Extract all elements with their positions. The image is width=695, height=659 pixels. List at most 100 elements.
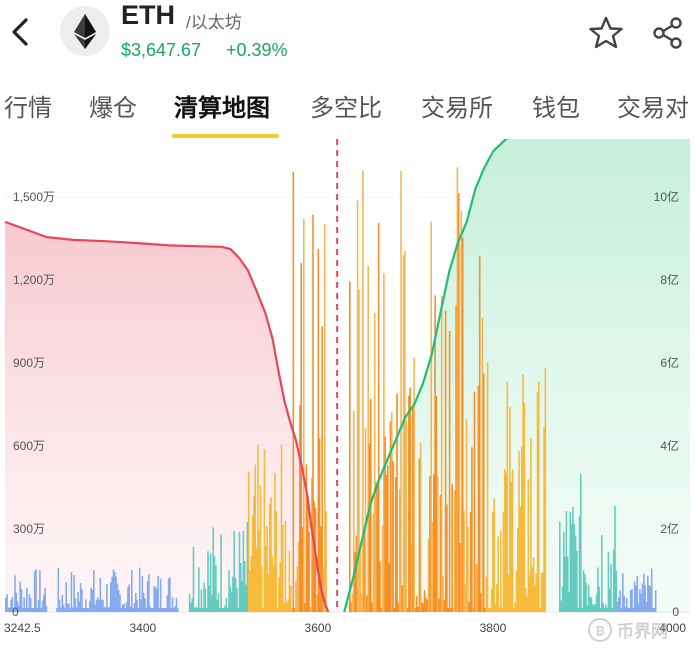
liquidation-bar (205, 608, 208, 612)
liquidation-bar (137, 608, 140, 612)
liquidation-bar (274, 472, 276, 612)
liquidation-bar (650, 568, 653, 612)
x-axis: 3242.5 3400 3600 3800 4000 (4, 621, 686, 635)
liquidation-bar (503, 468, 506, 612)
liquidation-bar (263, 449, 266, 612)
liquidation-bar (507, 574, 510, 612)
liquidation-bar (15, 592, 18, 612)
liquidation-bar (388, 563, 390, 612)
liquidation-bar (649, 586, 652, 612)
liquidation-bar (138, 567, 141, 612)
liquidation-bar (111, 576, 113, 612)
liquidation-bar (614, 506, 616, 612)
liquidation-bar (213, 556, 216, 612)
liquidation-bar (37, 599, 40, 612)
liquidation-bar (104, 607, 107, 612)
liquidation-bar (212, 527, 214, 612)
liquidation-bar (247, 471, 250, 612)
liquidation-bar (471, 447, 473, 612)
liquidation-map-chart[interactable]: 0 300万 600万 900万 1,200万 1,500万 0 2亿 4亿 6亿 8亿 10亿 3… (0, 139, 695, 659)
liquidation-bar (77, 592, 79, 612)
liquidation-bar (141, 575, 144, 612)
watermark: ₿ 币界网 (588, 618, 668, 642)
liquidation-bar (561, 586, 564, 612)
tab-wallets[interactable]: 钱包 (532, 95, 580, 122)
liquidation-bar (10, 599, 12, 612)
liquidation-bar (412, 406, 414, 612)
liquidation-bar (127, 587, 129, 612)
liquidation-bar (540, 572, 543, 612)
liquidation-bar (153, 586, 155, 612)
tab-market[interactable]: 行情 (4, 95, 52, 122)
liquidation-bar (538, 381, 540, 612)
liquidation-bar (86, 608, 88, 612)
liquidation-bar (18, 606, 20, 612)
liquidation-bar (135, 592, 137, 612)
liquidation-bar (587, 584, 590, 612)
liquidation-bar (582, 570, 585, 612)
tab-liquidations[interactable]: 爆仓 (89, 95, 137, 122)
liquidation-bar (22, 608, 24, 612)
liquidation-bar (129, 606, 132, 612)
tab-pairs[interactable]: 交易对 (617, 95, 689, 122)
tab-long-short-ratio[interactable]: 多空比 (310, 95, 382, 122)
liquidation-bar (434, 295, 436, 612)
liquidation-bar (283, 603, 285, 612)
liquidation-bar (20, 589, 23, 612)
liquidation-bar (393, 608, 396, 612)
liquidation-bar (501, 608, 503, 612)
liquidation-bar (426, 599, 428, 612)
liquidation-bar (454, 490, 456, 612)
tab-exchanges[interactable]: 交易所 (421, 95, 493, 122)
liquidation-bar (312, 214, 314, 613)
liquidation-bar (325, 511, 327, 612)
liquidation-bar (544, 368, 547, 612)
liquidation-bar (468, 601, 470, 612)
liquidation-bar (461, 237, 464, 612)
liquidation-bar (175, 597, 178, 612)
liquidation-bar (360, 593, 363, 612)
liquidation-bar (602, 603, 604, 612)
liquidation-bar (543, 426, 545, 612)
liquidation-bar (576, 551, 578, 612)
liquidation-bar (598, 587, 600, 612)
liquidation-bar (452, 608, 455, 612)
liquidation-bar (89, 601, 91, 612)
liquidation-bar (389, 421, 392, 612)
liquidation-bar (542, 572, 544, 612)
liquidation-bar (612, 549, 615, 612)
liquidation-bar (100, 599, 103, 612)
liquidation-bar (451, 484, 453, 612)
liquidation-bar (317, 248, 320, 612)
liquidation-bar (565, 511, 568, 612)
tab-liquidation-map[interactable]: 清算地图 (174, 95, 270, 122)
liquidation-bar (215, 565, 217, 612)
liquidation-bar (500, 530, 502, 612)
liquidation-bar (222, 608, 225, 612)
liquidation-bar (177, 608, 179, 612)
liquidation-bar (82, 608, 85, 612)
liquidation-bar (93, 570, 95, 612)
coin-header: ETH /以太坊 $3,647.67 +0.39% (0, 0, 695, 75)
liquidation-bar (275, 511, 278, 612)
share-icon[interactable] (650, 15, 686, 51)
liquidation-bar (641, 583, 644, 612)
liquidation-bar (233, 530, 235, 612)
liquidation-bar (513, 608, 515, 612)
price-change: +0.39% (226, 40, 288, 60)
liquidation-bar (272, 565, 275, 612)
back-arrow-icon[interactable] (6, 14, 34, 50)
favorite-star-icon[interactable] (588, 15, 624, 51)
coin-price: $3,647.67 (121, 40, 202, 60)
liquidation-bar (387, 465, 389, 612)
liquidation-bar (359, 552, 362, 612)
liquidation-bar (637, 603, 640, 612)
liquidation-bar (472, 608, 474, 612)
liquidation-bar (580, 473, 582, 612)
liquidation-bar (535, 573, 537, 612)
liquidation-bar (192, 546, 195, 612)
liquidation-bar (509, 407, 511, 612)
liquidation-bar (564, 556, 566, 612)
liquidation-bar (43, 594, 45, 612)
liquidation-bar (217, 593, 220, 612)
